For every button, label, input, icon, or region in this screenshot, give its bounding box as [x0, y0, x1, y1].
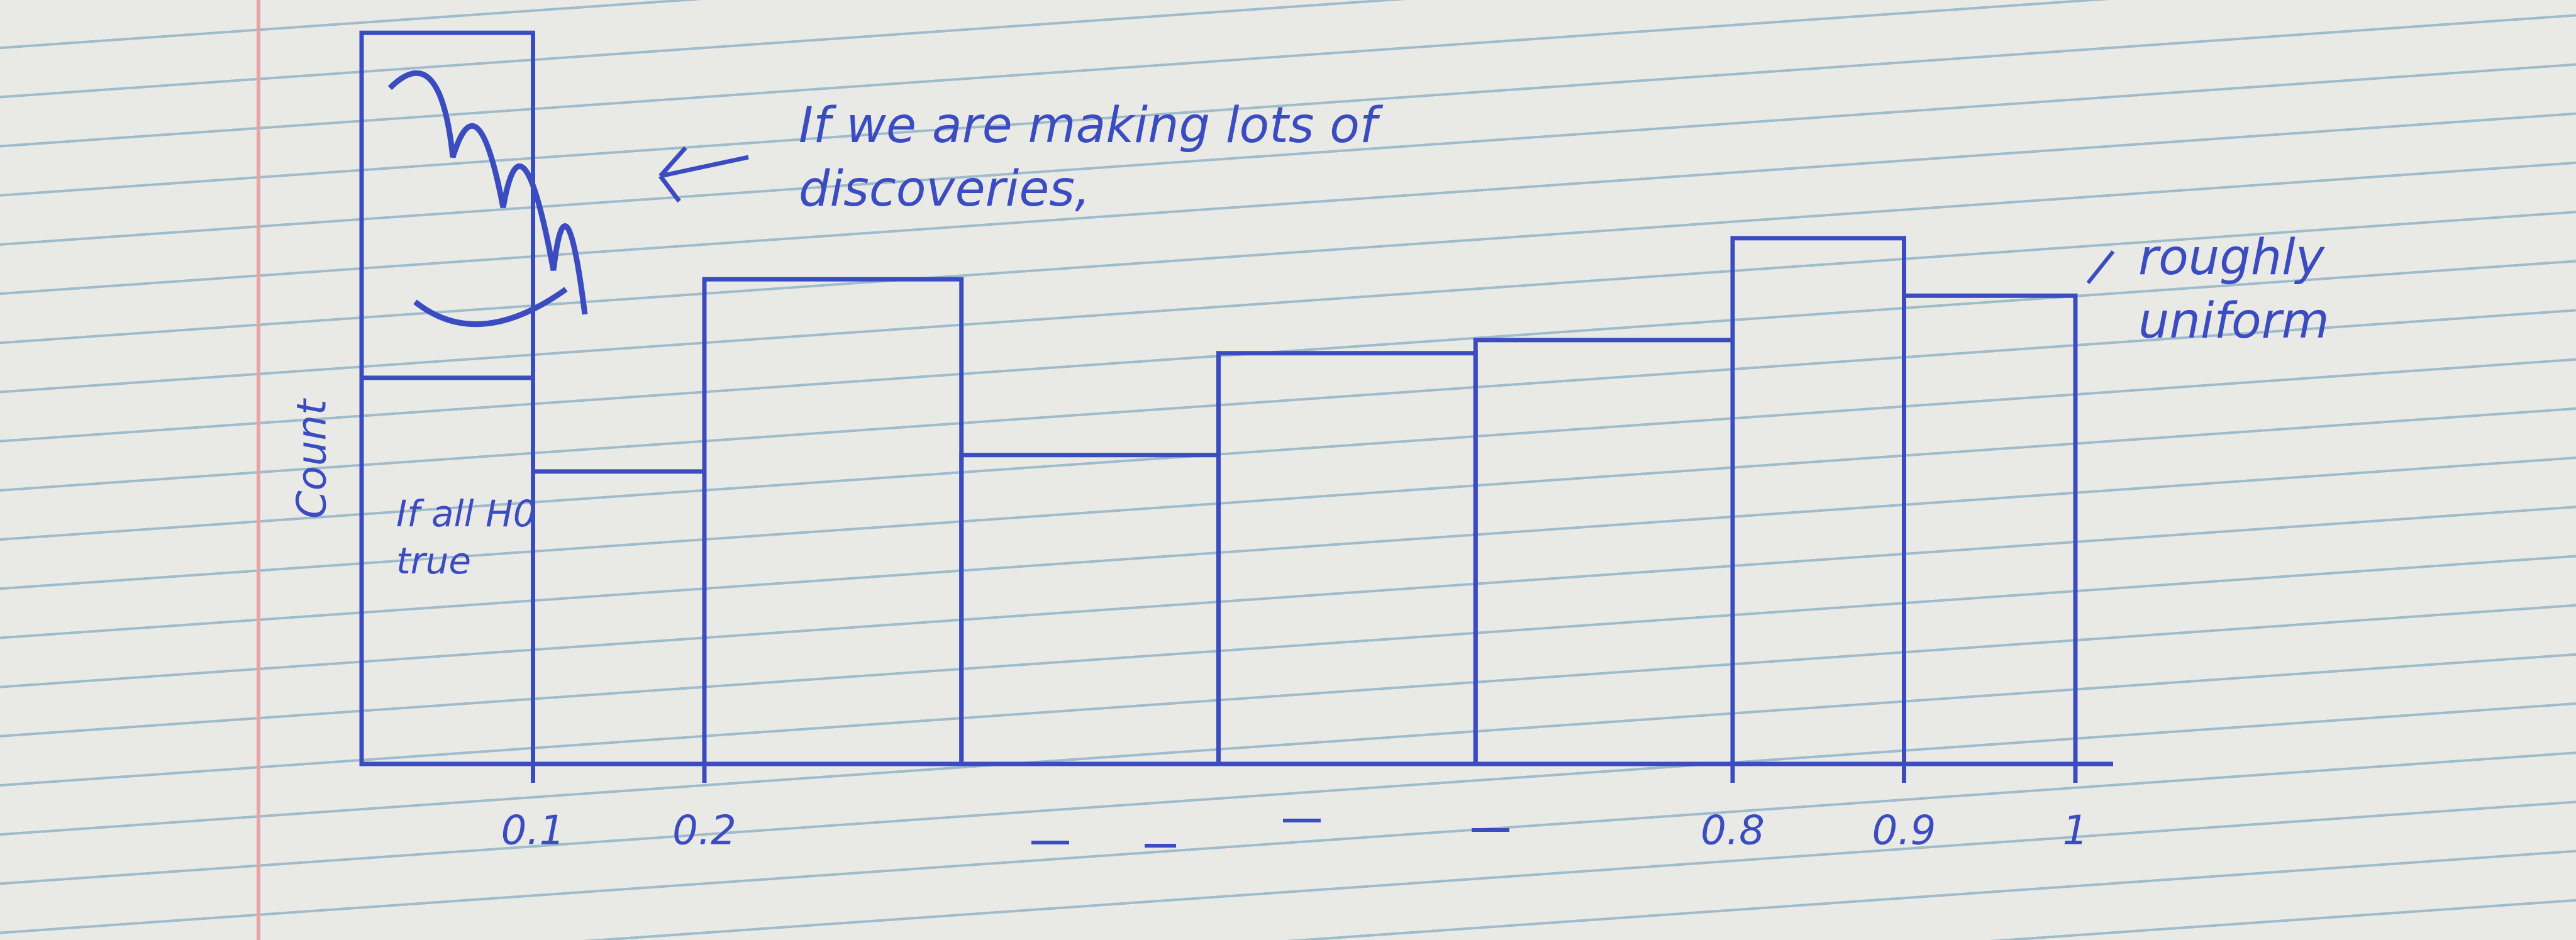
x-tick-label: 0.1	[501, 808, 565, 854]
comma-mark	[2086, 250, 2115, 284]
x-tick-label: 0.8	[1701, 808, 1765, 854]
x-tick-label: 0.2	[672, 808, 736, 854]
annotation: If all H0 true	[396, 492, 536, 583]
y-axis-label: Count	[289, 397, 336, 519]
scribble	[387, 70, 588, 327]
arrow	[658, 146, 749, 203]
bar	[1216, 351, 1478, 766]
bar	[959, 453, 1221, 766]
x-tick-label: 1	[2063, 808, 2089, 854]
dashes	[1031, 819, 1509, 848]
x-tick-label: 0.9	[1872, 808, 1936, 854]
excess-bar	[359, 30, 535, 380]
bar	[1730, 236, 1906, 766]
bar	[1473, 338, 1735, 766]
annotation: If we are making lots of discoveries,	[799, 97, 1377, 218]
bar	[1902, 293, 2078, 766]
bar	[702, 277, 964, 766]
annotation: roughly uniform	[2138, 229, 2329, 350]
